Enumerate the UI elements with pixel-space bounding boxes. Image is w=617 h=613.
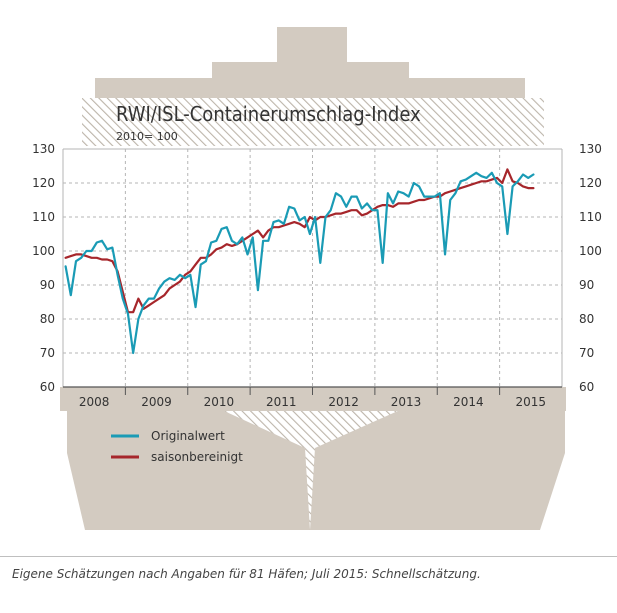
y-tick-label-left: 120 bbox=[32, 176, 55, 190]
y-tick-label-right: 70 bbox=[579, 346, 594, 360]
x-tick-label: 2011 bbox=[266, 395, 297, 409]
x-tick-label: 2009 bbox=[141, 395, 172, 409]
legend-label-originalwert: Originalwert bbox=[151, 429, 225, 443]
y-tick-label-left: 100 bbox=[32, 244, 55, 258]
y-tick-label-right: 90 bbox=[579, 278, 594, 292]
series-line-originalwert bbox=[64, 171, 535, 355]
x-tick-label: 2012 bbox=[328, 395, 359, 409]
series-line-saisonbereinigt bbox=[64, 168, 535, 314]
y-axis-right: 60 70 80 90 100 110 120 130 bbox=[579, 142, 602, 394]
y-tick-label-right: 110 bbox=[579, 210, 602, 224]
x-tick-label: 2008 bbox=[79, 395, 110, 409]
y-tick-label-right: 130 bbox=[579, 142, 602, 156]
footnote: Eigene Schätzungen nach Angaben für 81 H… bbox=[12, 567, 481, 581]
y-tick-label-left: 130 bbox=[32, 142, 55, 156]
legend: Originalwert saisonbereinigt bbox=[111, 429, 243, 464]
x-tick-label: 2014 bbox=[453, 395, 484, 409]
y-tick-label-right: 100 bbox=[579, 244, 602, 258]
y-tick-label-left: 70 bbox=[40, 346, 55, 360]
chart-title: RWI/ISL-Containerumschlag-Index bbox=[116, 102, 421, 126]
chart-subtitle: 2010= 100 bbox=[116, 130, 178, 143]
y-tick-label-left: 60 bbox=[40, 380, 55, 394]
y-tick-label-right: 120 bbox=[579, 176, 602, 190]
y-tick-label-left: 80 bbox=[40, 312, 55, 326]
plot-area bbox=[63, 149, 562, 387]
x-tick-label: 2013 bbox=[391, 395, 422, 409]
y-tick-label-right: 60 bbox=[579, 380, 594, 394]
ship-silhouette bbox=[60, 27, 566, 530]
x-tick-label: 2015 bbox=[516, 395, 547, 409]
y-tick-label-left: 110 bbox=[32, 210, 55, 224]
y-axis-left: 60 70 80 90 100 110 120 130 bbox=[32, 142, 55, 394]
x-axis-years: 2008 2009 2010 2011 2012 2013 2014 2015 bbox=[79, 387, 546, 409]
legend-label-saisonbereinigt: saisonbereinigt bbox=[151, 450, 243, 464]
x-tick-label: 2010 bbox=[204, 395, 235, 409]
y-tick-label-right: 80 bbox=[579, 312, 594, 326]
series-layer bbox=[64, 168, 535, 355]
y-tick-label-left: 90 bbox=[40, 278, 55, 292]
footnote-rule bbox=[0, 556, 617, 557]
